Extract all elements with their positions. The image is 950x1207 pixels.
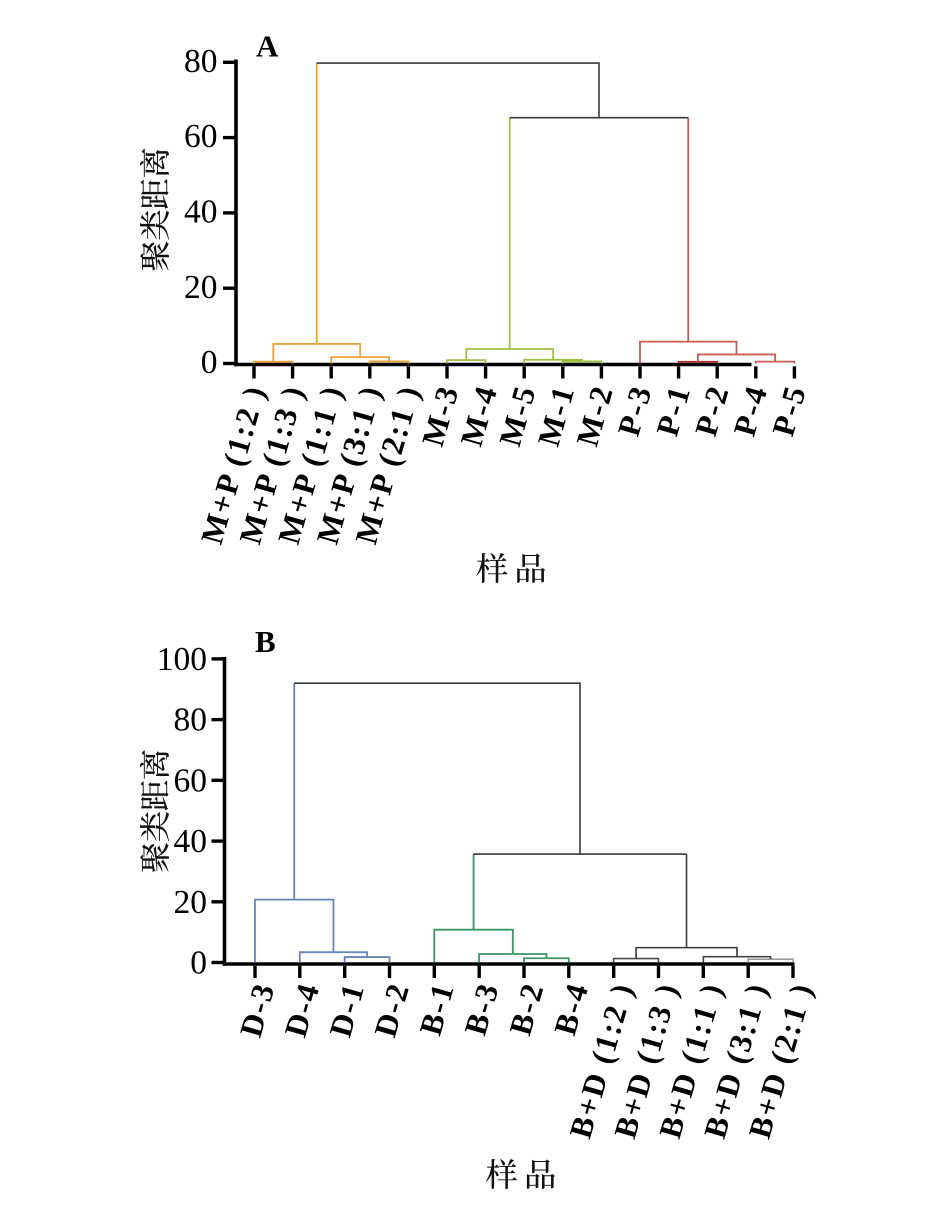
svg-text:60: 60 — [184, 118, 218, 155]
svg-text:20: 20 — [174, 884, 208, 921]
svg-text:80: 80 — [174, 702, 208, 739]
svg-text:0: 0 — [201, 344, 218, 381]
svg-text:20: 20 — [184, 269, 218, 306]
svg-text:40: 40 — [174, 823, 208, 860]
svg-text:0: 0 — [190, 945, 207, 982]
svg-text:80: 80 — [184, 43, 218, 80]
svg-text:A: A — [256, 28, 279, 63]
svg-text:60: 60 — [174, 762, 208, 799]
svg-text:B: B — [255, 624, 276, 659]
svg-text:100: 100 — [157, 641, 207, 678]
svg-text:40: 40 — [184, 194, 218, 231]
